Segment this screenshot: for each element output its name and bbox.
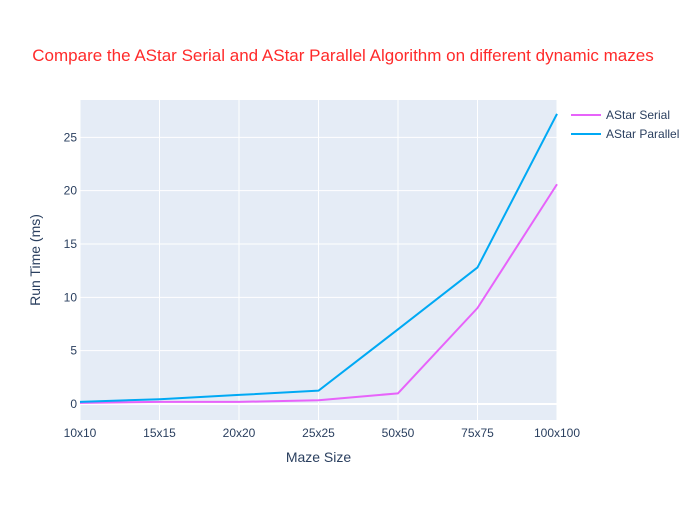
y-tick-label: 25: [64, 130, 78, 144]
x-tick-label: 100x100: [534, 426, 580, 440]
legend-label: AStar Parallel: [606, 127, 679, 141]
y-tick-label: 10: [64, 290, 78, 304]
y-axis-ticks: 0 5 10 15 20 25: [64, 130, 78, 411]
y-tick-label: 5: [70, 344, 77, 358]
y-tick-label: 15: [64, 237, 78, 251]
x-tick-label: 50x50: [382, 426, 415, 440]
x-tick-label: 75x75: [461, 426, 494, 440]
x-tick-label: 25x25: [302, 426, 335, 440]
y-tick-label: 20: [64, 184, 78, 198]
x-tick-label: 20x20: [223, 426, 256, 440]
x-axis-label: Maze Size: [286, 449, 352, 465]
y-axis-label: Run Time (ms): [27, 214, 43, 306]
series-line-1: [79, 183, 558, 404]
chart-title: Compare the AStar Serial and AStar Paral…: [32, 46, 653, 65]
gridlines: [79, 100, 558, 420]
x-axis-ticks: 10x10 15x15 20x20 25x25 50x50 75x75 100x100: [64, 426, 581, 440]
y-tick-label: 0: [70, 397, 77, 411]
series-line-2: [79, 113, 558, 403]
legend-label: AStar Serial: [606, 108, 670, 122]
series-lines: [79, 113, 558, 404]
legend: AStar Serial AStar Parallel: [571, 108, 679, 141]
x-tick-label: 10x10: [64, 426, 97, 440]
x-tick-label: 15x15: [143, 426, 176, 440]
